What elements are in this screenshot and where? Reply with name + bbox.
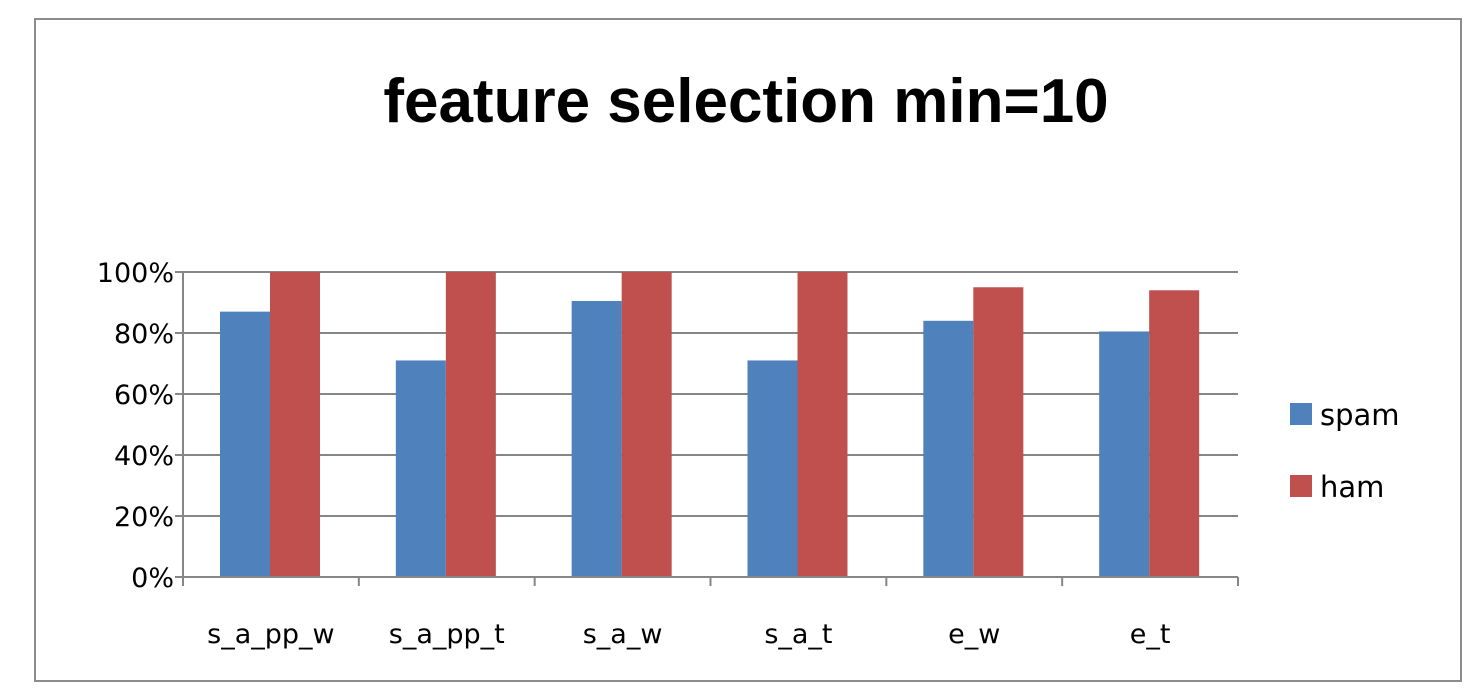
legend-label-spam: spam (1320, 398, 1400, 432)
bar-spam-e_t (1099, 331, 1150, 577)
x-tick-label: e_w (948, 619, 1000, 650)
y-tick-label: 80% (114, 319, 174, 350)
bar-spam-s_a_pp_t (395, 360, 446, 577)
y-tick-label: 0% (131, 563, 174, 594)
legend-swatch-ham (1290, 475, 1312, 497)
x-tick-label: e_t (1130, 619, 1171, 650)
bar-spam-e_w (923, 320, 974, 577)
legend: spam ham (1290, 398, 1400, 504)
bar-ham-s_a_t (797, 272, 848, 577)
bar-ham-s_a_pp_w (270, 272, 320, 577)
chart-title: feature selection min=10 (383, 67, 1108, 136)
y-tick-label: 60% (114, 380, 174, 411)
gridlines (175, 271, 1238, 578)
bars (220, 272, 1200, 577)
y-tick-label: 100% (97, 258, 174, 289)
axes (182, 272, 1239, 586)
x-tick-label: s_a_pp_w (207, 619, 334, 650)
bar-spam-s_a_pp_w (220, 311, 270, 577)
bar-ham-s_a_w (621, 272, 672, 577)
x-tick-label: s_a_t (764, 619, 832, 650)
y-axis-tick-labels: 0% 20% 40% 60% 80% 100% (97, 258, 174, 594)
bar-ham-e_w (973, 287, 1024, 577)
y-tick-label: 40% (114, 441, 174, 472)
bar-spam-s_a_t (747, 360, 798, 577)
x-tick-label: s_a_pp_t (389, 619, 505, 650)
bar-ham-s_a_pp_t (445, 272, 496, 577)
legend-swatch-spam (1290, 403, 1312, 425)
bar-ham-e_t (1149, 290, 1200, 577)
x-axis-tick-labels: s_a_pp_w s_a_pp_t s_a_w s_a_t e_w e_t (207, 619, 1170, 650)
x-tick-label: s_a_w (583, 619, 663, 650)
y-tick-label: 20% (114, 502, 174, 533)
legend-label-ham: ham (1320, 470, 1384, 504)
bar-spam-s_a_w (571, 300, 622, 577)
